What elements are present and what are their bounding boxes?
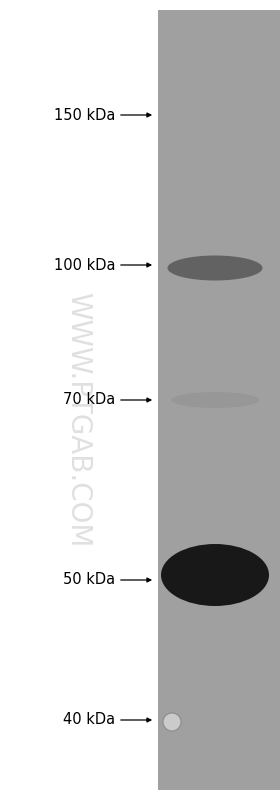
- Text: 50 kDa: 50 kDa: [63, 573, 115, 587]
- Text: 150 kDa: 150 kDa: [54, 108, 115, 122]
- Text: 70 kDa: 70 kDa: [63, 392, 115, 407]
- Ellipse shape: [163, 713, 181, 731]
- Text: 40 kDa: 40 kDa: [63, 713, 115, 728]
- Text: WWW.PTGAB.COM: WWW.PTGAB.COM: [64, 292, 92, 547]
- Ellipse shape: [161, 544, 269, 606]
- Ellipse shape: [171, 392, 259, 408]
- Ellipse shape: [167, 256, 263, 280]
- Text: 100 kDa: 100 kDa: [53, 257, 115, 272]
- Bar: [158, 10, 280, 790]
